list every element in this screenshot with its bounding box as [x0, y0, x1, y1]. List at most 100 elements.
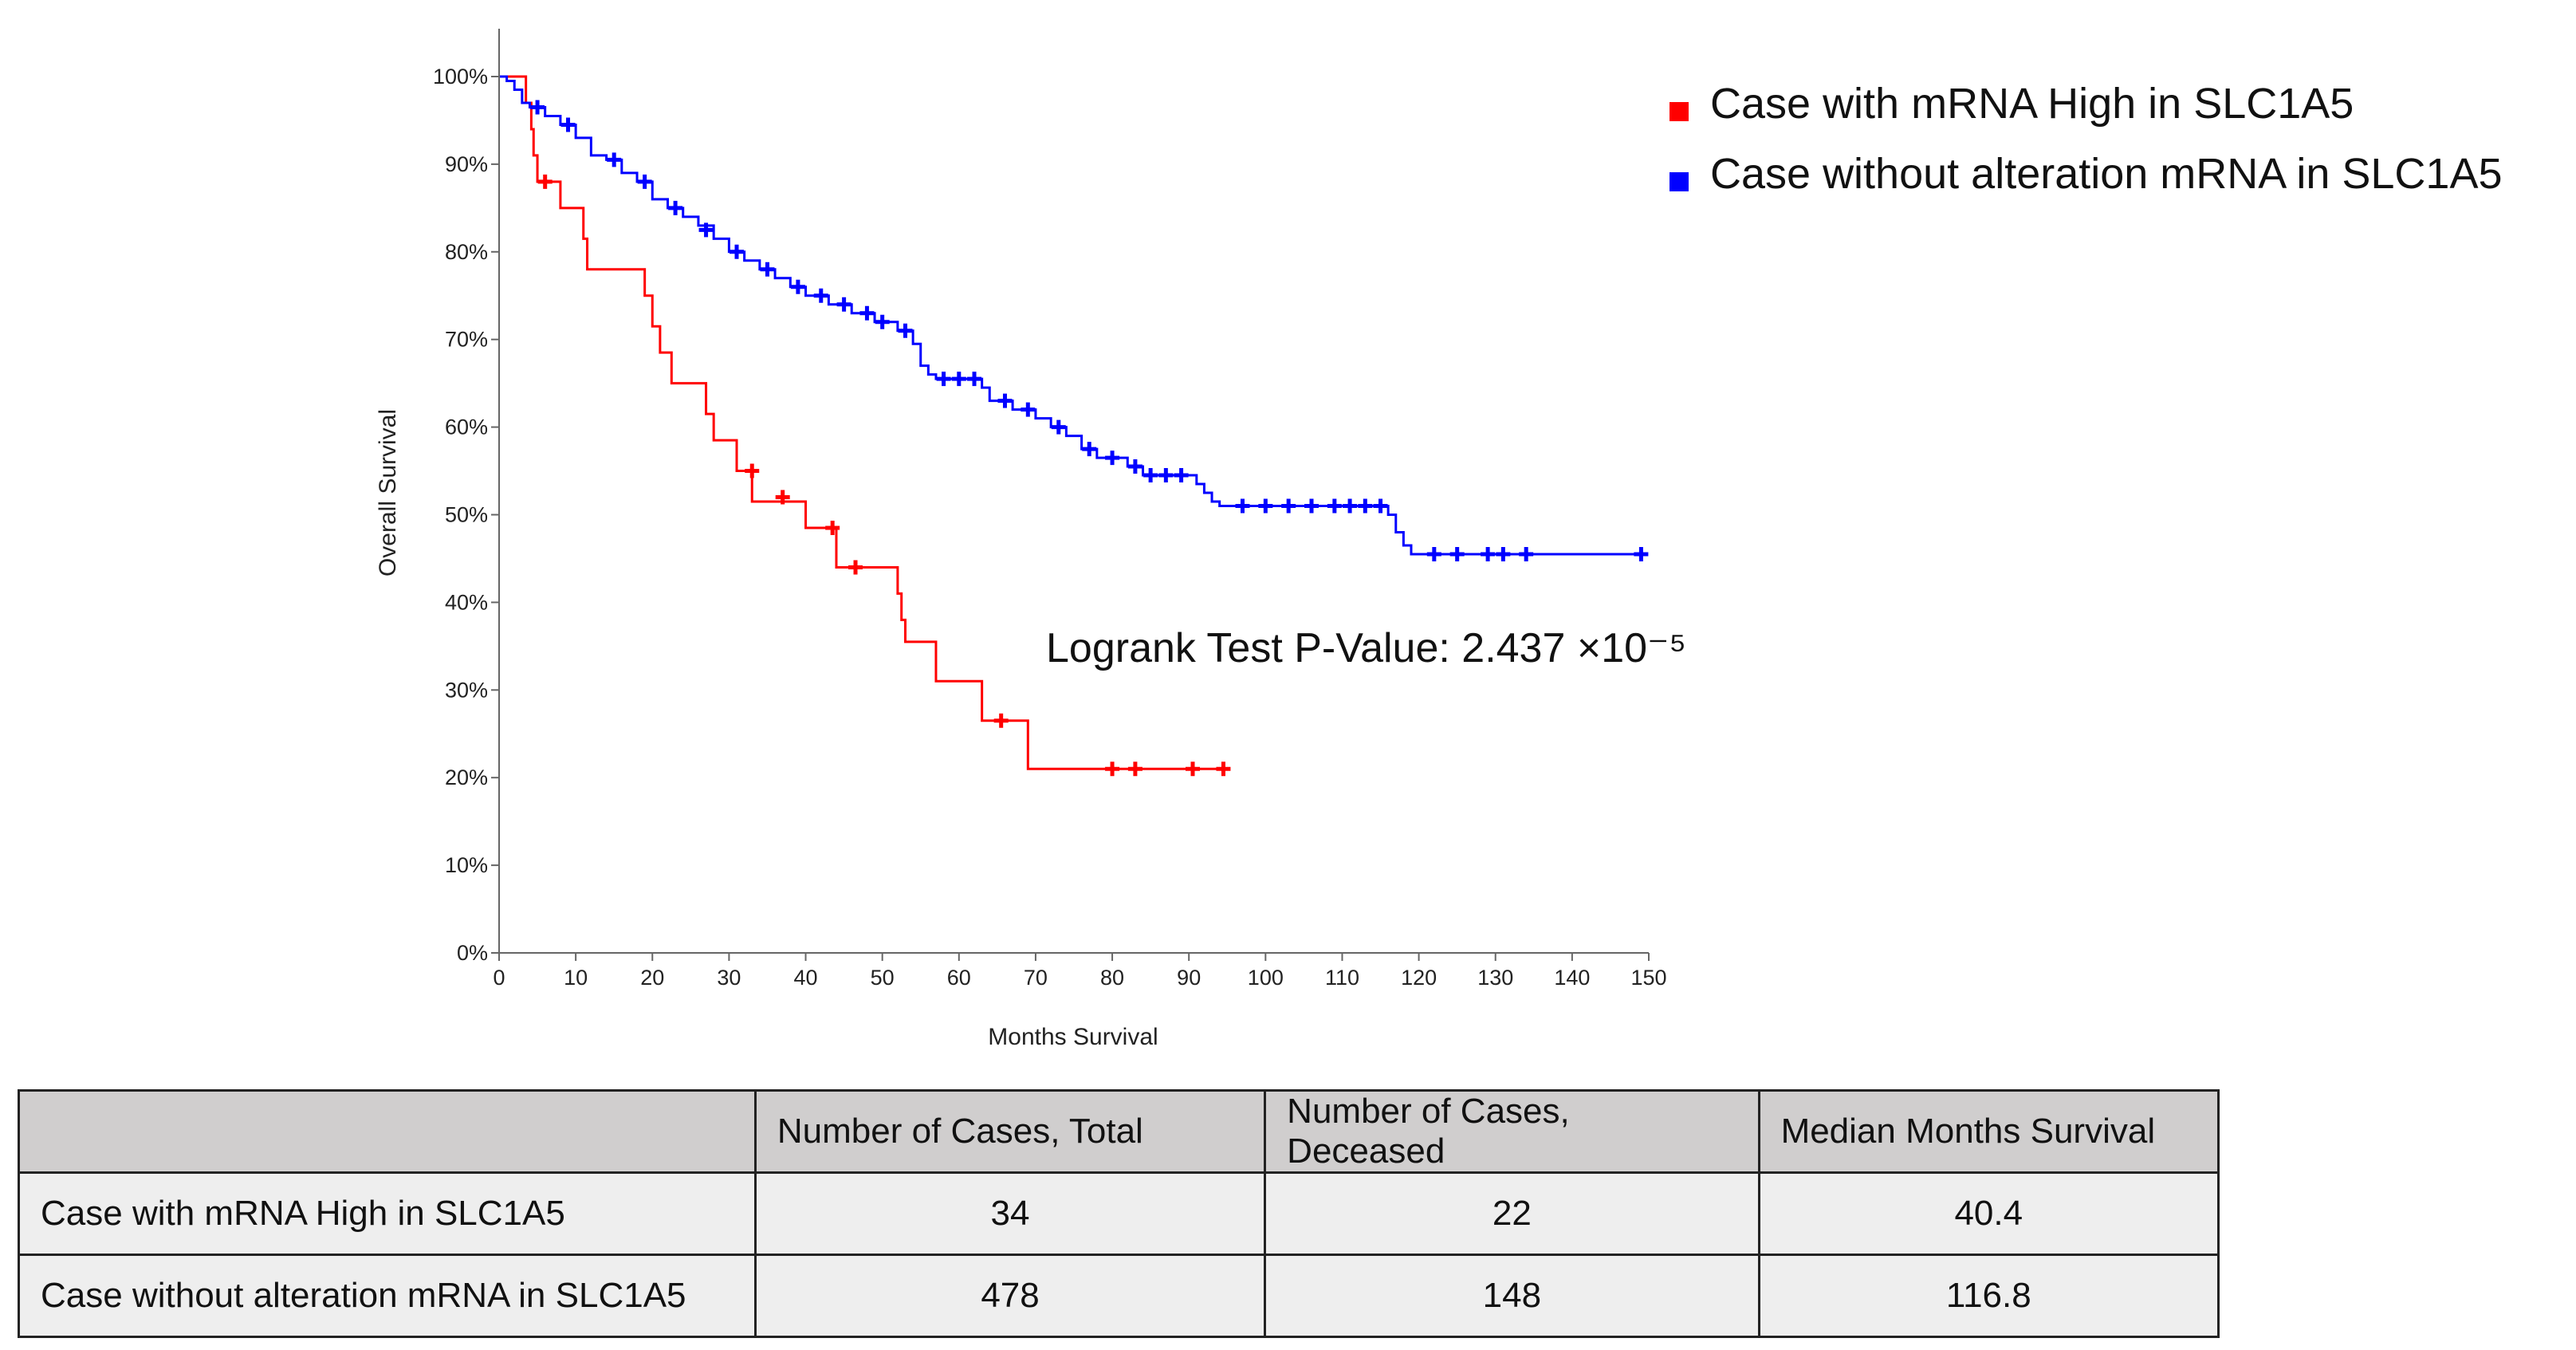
median-survival-cell: 40.4 [1757, 1171, 2220, 1256]
censor-mark [1158, 468, 1174, 483]
censor-mark [898, 323, 913, 338]
row-label-cell: Case with mRNA High in SLC1A5 [18, 1171, 757, 1256]
deceased-cases-cell: 22 [1264, 1171, 1760, 1256]
censor-mark [813, 288, 828, 303]
y-tick-label: 20% [445, 766, 488, 789]
censor-mark [1051, 419, 1066, 435]
table-header-row: Number of Cases, Total Number of Cases, … [18, 1089, 2220, 1174]
censor-mark [668, 200, 683, 215]
censor-mark [1258, 498, 1273, 514]
censor-mark [637, 174, 652, 189]
censor-mark [607, 152, 622, 167]
censor-mark [537, 174, 553, 189]
deceased-cases-cell: 148 [1264, 1254, 1760, 1338]
censor-mark [1127, 762, 1142, 777]
axes: 0 10 20 30 40 50 60 70 80 90 100 110 120 130 140 150 0% 1… [433, 29, 1667, 990]
censor-mark [1127, 459, 1142, 474]
x-tick-label: 150 [1630, 966, 1666, 990]
y-tick-label: 0% [457, 941, 488, 965]
y-tick-label: 80% [445, 240, 488, 264]
total-cases-cell: 478 [753, 1254, 1267, 1338]
x-tick-label: 90 [1177, 966, 1201, 990]
legend-swatch [1669, 102, 1689, 121]
x-tick-label: 80 [1100, 966, 1124, 990]
plot-area [499, 75, 1649, 777]
censor-mark [698, 222, 714, 238]
y-tick-label: 40% [445, 590, 488, 614]
censor-mark [1343, 498, 1358, 514]
censor-mark [1481, 546, 1496, 561]
km-series-1 [499, 75, 1649, 561]
x-tick-label: 10 [564, 966, 588, 990]
censor-mark [859, 305, 875, 321]
survival-summary-table: Number of Cases, Total Number of Cases, … [18, 1089, 2220, 1338]
x-tick-label: 0 [493, 966, 505, 990]
censor-mark [1186, 762, 1201, 777]
table-row: Case with mRNA High in SLC1A5 34 22 40.4 [18, 1171, 2220, 1256]
x-tick-label: 100 [1248, 966, 1284, 990]
legend-label: Case without alteration mRNA in SLC1A5 [1710, 150, 2503, 198]
censor-mark [1449, 546, 1465, 561]
censor-mark [1143, 468, 1158, 483]
censor-mark [1304, 498, 1319, 514]
x-tick-label: 140 [1554, 966, 1590, 990]
km-curve-line [499, 75, 1642, 556]
x-axis-title: Months Survival [988, 1024, 1158, 1050]
km-curve-line [499, 75, 1224, 770]
logrank-annotation: Logrank Test P-Value: 2.437 ×10⁻⁵ [1046, 625, 1686, 671]
censor-mark [997, 393, 1013, 408]
x-tick-label: 50 [871, 966, 895, 990]
censor-mark [848, 560, 863, 575]
censor-mark [1235, 498, 1250, 514]
median-survival-cell: 116.8 [1757, 1254, 2220, 1338]
censor-mark [936, 372, 951, 387]
censor-mark [1082, 442, 1097, 457]
censor-mark [1105, 451, 1120, 466]
censor-mark [951, 372, 966, 387]
table-row: Case without alteration mRNA in SLC1A5 4… [18, 1254, 2220, 1338]
censor-mark [760, 262, 775, 277]
x-tick-label: 60 [947, 966, 971, 990]
survival-chart: 0 10 20 30 40 50 60 70 80 90 100 110 120 130 140 150 0% 1… [375, 29, 2503, 1050]
censor-mark [993, 713, 1009, 728]
censor-mark [775, 490, 790, 505]
y-tick-label: 50% [445, 503, 488, 527]
censor-mark [790, 279, 805, 294]
header-cell [18, 1089, 757, 1174]
legend-swatch [1669, 172, 1689, 191]
censor-mark [836, 297, 851, 312]
km-series-0 [499, 75, 1231, 777]
censor-mark [967, 372, 982, 387]
censor-mark [1634, 546, 1649, 561]
y-tick-label: 70% [445, 328, 488, 352]
censor-mark [730, 244, 745, 259]
censor-mark [1174, 468, 1189, 483]
censor-mark [1216, 762, 1231, 777]
row-label-cell: Case without alteration mRNA in SLC1A5 [18, 1254, 757, 1338]
y-tick-label: 100% [433, 65, 488, 89]
y-axis-title: Overall Survival [375, 409, 401, 577]
censor-mark [1327, 498, 1342, 514]
censor-mark [1519, 546, 1534, 561]
censor-mark [1496, 546, 1511, 561]
censor-mark [825, 520, 840, 535]
x-tick-label: 20 [640, 966, 664, 990]
y-tick-label: 30% [445, 678, 488, 702]
total-cases-cell: 34 [753, 1171, 1267, 1256]
y-tick-label: 90% [445, 152, 488, 176]
censor-mark [1358, 498, 1373, 514]
censor-mark [530, 100, 545, 115]
x-tick-label: 120 [1401, 966, 1437, 990]
x-tick-label: 70 [1024, 966, 1048, 990]
censor-mark [1105, 762, 1120, 777]
censor-mark [1373, 498, 1388, 514]
censor-mark [1426, 546, 1441, 561]
header-cell: Number of Cases, Deceased [1264, 1089, 1760, 1174]
legend: Case with mRNA High in SLC1A5 Case withou… [1669, 80, 2503, 198]
censor-mark [1021, 402, 1036, 417]
x-tick-label: 130 [1477, 966, 1513, 990]
censor-mark [1281, 498, 1296, 514]
y-tick-label: 10% [445, 853, 488, 877]
censor-mark [875, 314, 890, 329]
header-cell: Number of Cases, Total [753, 1089, 1267, 1174]
